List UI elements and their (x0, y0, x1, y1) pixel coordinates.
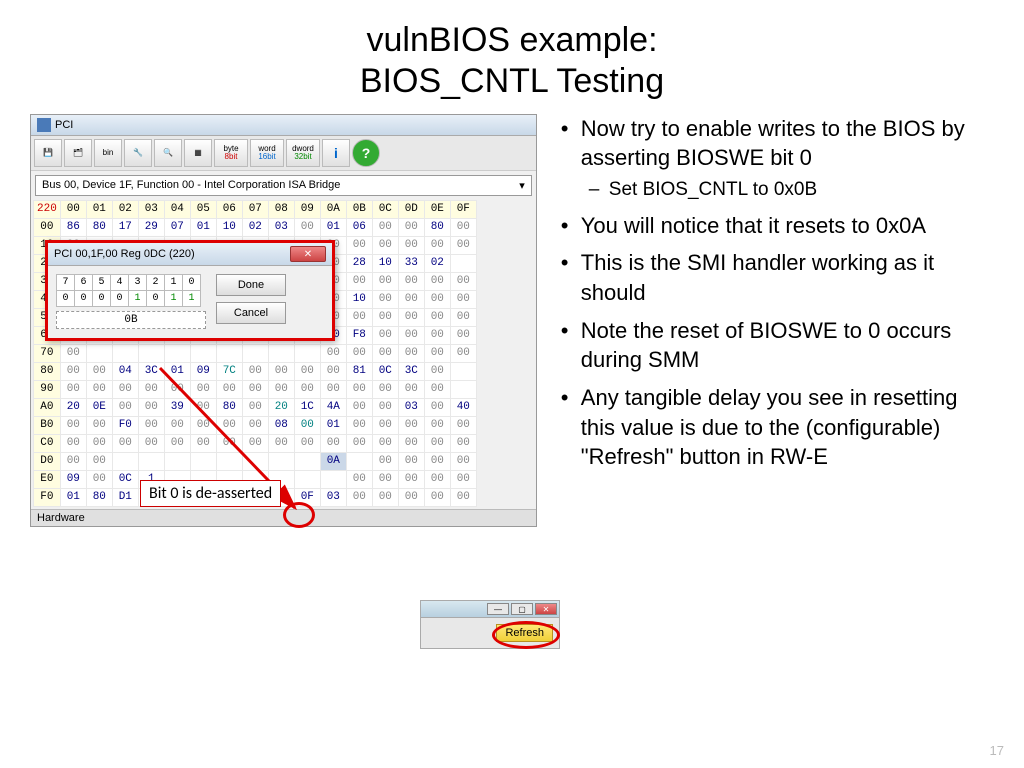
close-icon[interactable]: ✕ (290, 246, 326, 262)
byte-button[interactable]: byte8bit (214, 139, 248, 167)
bullet-item: Note the reset of BIOSWE to 0 occurs dur… (557, 316, 994, 375)
window-title: PCI (55, 119, 73, 131)
grid-icon[interactable]: ▦ (184, 139, 212, 167)
word-button[interactable]: word16bit (250, 139, 284, 167)
hex-input[interactable]: 0B (56, 311, 206, 329)
bin-icon[interactable]: bin (94, 139, 122, 167)
info-icon[interactable]: i (322, 139, 350, 167)
find-icon[interactable]: 🔍 (154, 139, 182, 167)
annotation-label: Bit 0 is de-asserted (140, 480, 281, 507)
toolbar: 💾 🗂 bin 🔧 🔍 ▦ byte8bit word16bit dword32… (31, 136, 536, 171)
device-dropdown[interactable]: Bus 00, Device 1F, Function 00 - Intel C… (35, 175, 532, 196)
close-icon[interactable]: ✕ (535, 603, 557, 615)
minimize-icon[interactable]: — (487, 603, 509, 615)
hex-row[interactable]: A0200E000039008000201C4A0000030040 (34, 398, 477, 416)
sub-bullet: Set BIOS_CNTL to 0x0B (581, 177, 994, 203)
slide-title: vulnBIOS example:BIOS_CNTL Testing (30, 20, 994, 102)
maximize-icon[interactable]: ▢ (511, 603, 533, 615)
hex-row[interactable]: 0086801729070110020300010600008000 (34, 218, 477, 236)
hex-row[interactable]: B00000F000000000000800010000000000 (34, 416, 477, 434)
bullet-item: Now try to enable writes to the BIOS by … (557, 114, 994, 203)
window-titlebar: PCI (31, 115, 536, 136)
bullet-item: Any tangible delay you see in resetting … (557, 383, 994, 472)
bullet-item: This is the SMI handler working as it sh… (557, 248, 994, 307)
dialog-title: PCI 00,1F,00 Reg 0DC (220) (54, 248, 195, 260)
bullet-item: You will notice that it resets to 0x0A (557, 211, 994, 241)
pci-icon (37, 118, 51, 132)
bullet-list: Now try to enable writes to the BIOS by … (557, 114, 994, 473)
register-dialog: PCI 00,1F,00 Reg 0DC (220) ✕ 76543210000… (45, 240, 335, 341)
tool-icon[interactable]: 🔧 (124, 139, 152, 167)
help-icon[interactable]: ? (352, 139, 380, 167)
hex-row[interactable]: C000000000000000000000000000000000 (34, 434, 477, 452)
circle-highlight-0a (283, 502, 315, 528)
saveall-icon[interactable]: 🗂 (64, 139, 92, 167)
page-number: 17 (990, 743, 1004, 758)
bit-table[interactable]: 7654321000001011 (56, 274, 201, 307)
cancel-button[interactable]: Cancel (216, 302, 286, 324)
hex-row[interactable]: 90000000000000000000000000000000 (34, 380, 477, 398)
hex-row[interactable]: D000000A00000000 (34, 452, 477, 470)
chevron-down-icon: ▾ (519, 179, 525, 192)
dword-button[interactable]: dword32bit (286, 139, 320, 167)
circle-highlight-refresh (492, 621, 560, 649)
done-button[interactable]: Done (216, 274, 286, 296)
save-icon[interactable]: 💾 (34, 139, 62, 167)
hex-row[interactable]: 7000000000000000 (34, 344, 477, 362)
hex-row[interactable]: 800000043C01097C00000000810C3C00 (34, 362, 477, 380)
